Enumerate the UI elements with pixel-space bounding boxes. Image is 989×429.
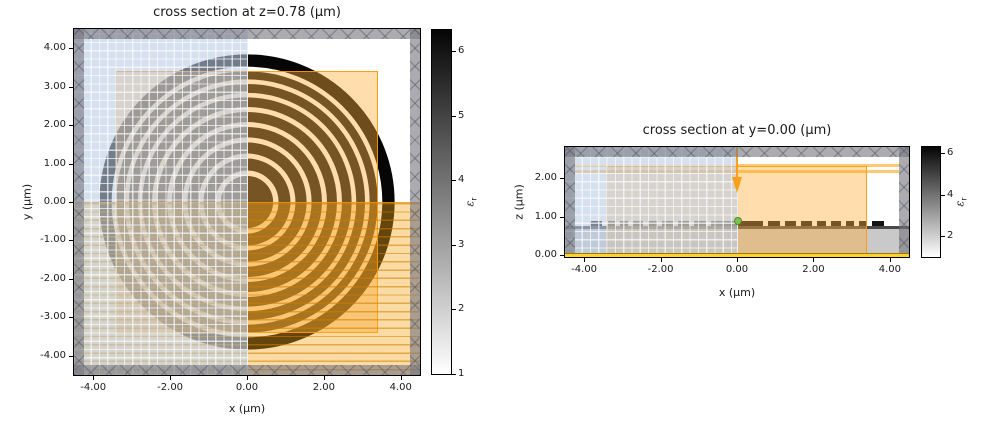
colorbar-tick-mark [452, 244, 456, 246]
x-tick-mark [323, 376, 325, 380]
colorbar-tick-label: 2 [947, 230, 954, 242]
x-tick-mark [813, 258, 815, 262]
pml-band-left [74, 29, 84, 375]
colorbar-tick-mark [452, 180, 456, 182]
y-tick-label: 0.00 [43, 196, 66, 207]
x-tick-label: -2.00 [647, 264, 674, 275]
y-tick-label: -1.00 [40, 234, 66, 246]
epsilon-symbol: ε [463, 200, 477, 207]
y-tick-label: 4.00 [43, 42, 66, 54]
colorbar-tick-label: 1 [458, 368, 465, 379]
x-tick-mark [737, 258, 738, 262]
y-tick-mark [69, 240, 73, 242]
grating-tooth [816, 220, 827, 226]
colorbar-tick-mark [941, 194, 945, 196]
right-colorbar [921, 146, 941, 258]
colorbar-tick-mark [941, 236, 945, 238]
symmetry-x-overlay [74, 29, 248, 375]
grating-tooth [871, 220, 884, 226]
x-tick-label: 4.00 [389, 382, 412, 393]
x-tick-label: 4.00 [878, 264, 901, 275]
y-tick-label: 0.00 [534, 249, 557, 261]
dipole-source-dot [733, 217, 742, 225]
x-tick-label: -4.00 [571, 264, 598, 275]
colorbar-tick-mark [452, 115, 456, 117]
pml-band-top [565, 147, 909, 157]
x-tick-label: 0.00 [235, 382, 259, 393]
y-tick-label: 1.00 [534, 210, 557, 222]
y-tick-mark [69, 278, 73, 280]
epsilon-symbol: ε [953, 200, 967, 207]
y-tick-mark [69, 202, 73, 203]
x-tick-mark [400, 376, 402, 380]
x-tick-mark [170, 376, 172, 380]
y-tick-label: 2.00 [43, 119, 66, 131]
pml-band-left [565, 147, 575, 257]
symmetry-x-overlay [565, 147, 738, 257]
pml-band-right [899, 147, 909, 257]
y-tick-mark [69, 317, 73, 319]
colorbar-tick-mark [452, 374, 456, 375]
pml-band-top [74, 29, 420, 39]
grating-tooth [785, 220, 797, 226]
x-tick-label: -2.00 [157, 382, 184, 393]
grating-tooth [831, 220, 841, 226]
left-x-axis-label: x (μm) [228, 402, 266, 415]
y-tick-mark [69, 355, 73, 357]
colorbar-tick-mark [941, 153, 945, 155]
y-tick-label: -3.00 [40, 311, 66, 323]
left-plot-title: cross section at z=0.78 (μm) [153, 5, 341, 20]
grating-tooth [845, 220, 855, 226]
grating-tooth [801, 220, 812, 226]
colorbar-tick-label: 4 [458, 174, 465, 186]
y-tick-mark [69, 125, 73, 127]
colorbar-tick-mark [452, 51, 456, 53]
x-tick-mark [93, 376, 95, 380]
grating-tooth [858, 220, 867, 226]
source-arrow-head [731, 177, 742, 194]
epsilon-subscript: r [469, 197, 479, 201]
left-colorbar-label: εr [463, 197, 478, 206]
grating-tooth [768, 220, 781, 226]
y-tick-mark [69, 48, 73, 50]
x-tick-label: -4.00 [80, 382, 107, 393]
left-colorbar [431, 29, 452, 375]
y-tick-mark [69, 163, 73, 165]
x-tick-label: 0.00 [725, 264, 749, 275]
y-tick-mark [560, 255, 564, 257]
pec-gold-layer [565, 253, 909, 257]
x-tick-label: 2.00 [312, 382, 335, 393]
x-tick-mark [889, 258, 891, 262]
colorbar-tick-label: 5 [458, 109, 465, 121]
y-tick-mark [560, 216, 564, 218]
x-tick-label: 2.00 [802, 264, 825, 275]
y-tick-mark [560, 178, 564, 180]
x-tick-mark [247, 376, 248, 380]
colorbar-tick-label: 4 [947, 188, 954, 200]
x-tick-mark [584, 258, 586, 262]
y-tick-label: 1.00 [43, 157, 66, 169]
colorbar-tick-mark [452, 309, 456, 311]
y-tick-label: 3.00 [43, 80, 66, 92]
right-axes [564, 146, 910, 258]
colorbar-tick-label: 2 [458, 303, 465, 315]
colorbar-tick-label: 6 [458, 45, 465, 57]
colorbar-tick-label: 6 [947, 147, 954, 159]
y-tick-label: -4.00 [40, 349, 66, 361]
y-tick-label: -2.00 [40, 272, 66, 284]
right-x-axis-label: x (μm) [718, 286, 756, 299]
y-tick-mark [69, 86, 73, 88]
pml-band-bottom [74, 365, 420, 375]
right-plot-title: cross section at y=0.00 (μm) [642, 123, 832, 138]
x-tick-mark [660, 258, 662, 262]
left-axes [73, 28, 421, 376]
colorbar-tick-label: 3 [458, 238, 465, 250]
y-tick-label: 2.00 [534, 172, 557, 184]
pml-band-right [410, 29, 420, 375]
source-arrow-tail [735, 147, 739, 178]
